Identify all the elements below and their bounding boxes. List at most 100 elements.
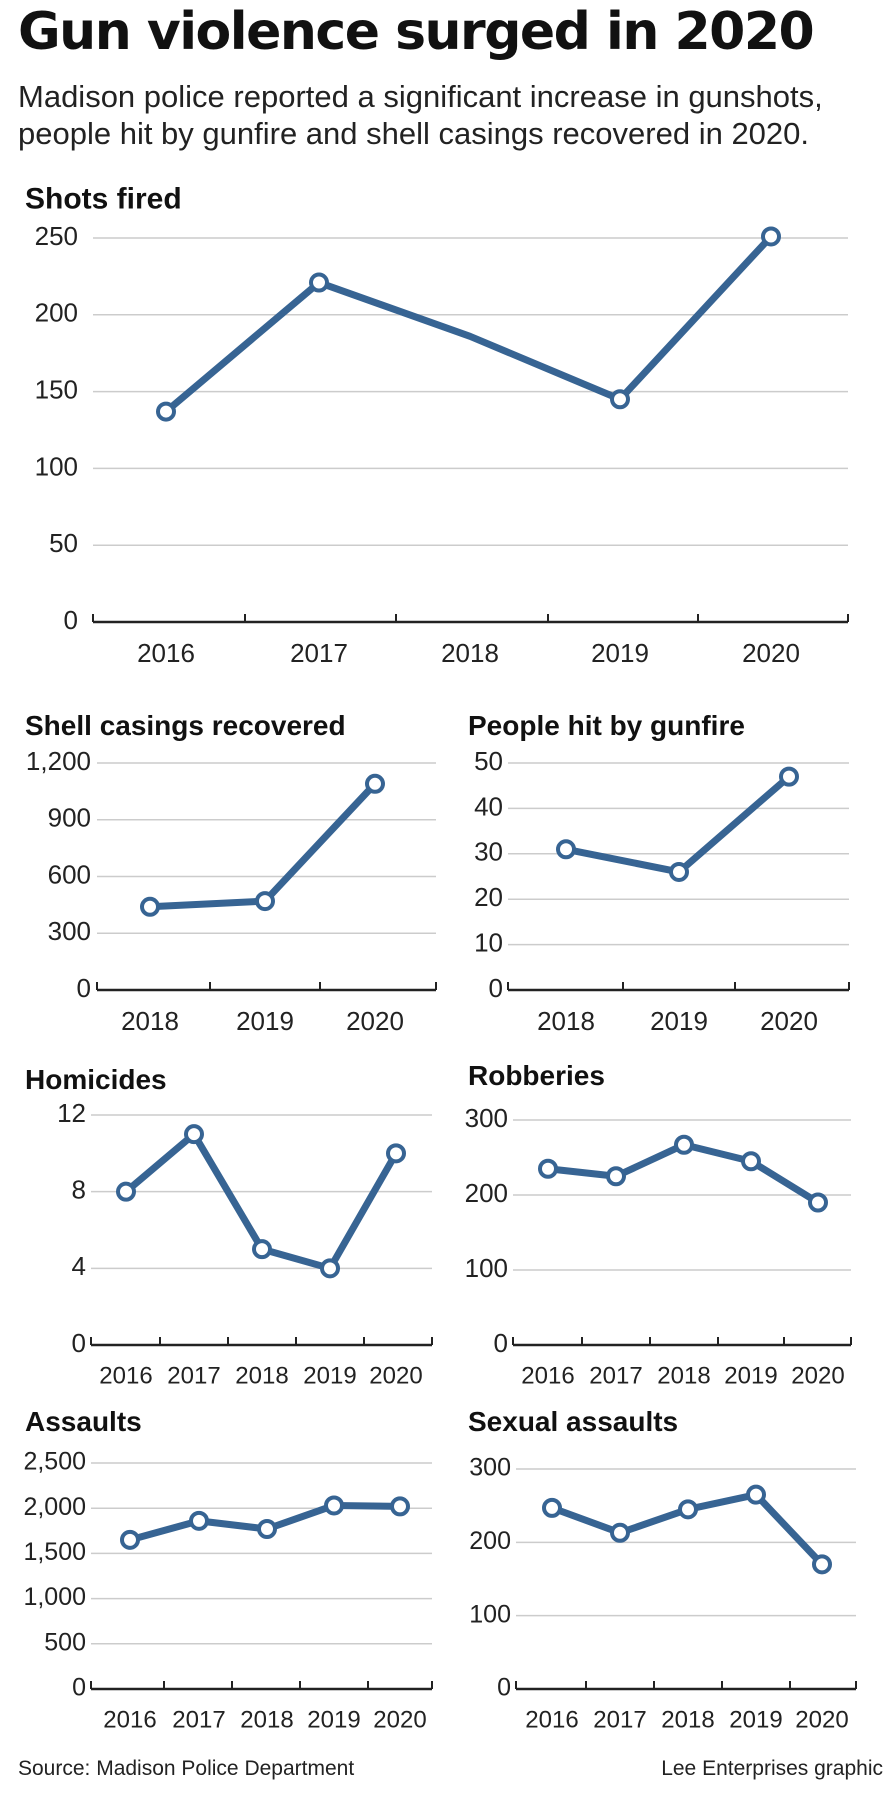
people-hit-point [779,766,799,787]
people-hit-ytick-label: 20 [474,882,503,912]
sexual-assaults-point [678,1499,698,1520]
sexual-assaults-category-label: 2020 [795,1706,848,1733]
credit-note: Lee Enterprises graphic [661,1757,883,1780]
people-hit-category-label: 2019 [650,1006,708,1036]
shell-casings-category-label: 2018 [121,1006,179,1036]
homicides-ytick-label: 12 [57,1098,86,1128]
sexual-assaults-point [812,1554,832,1575]
assaults-point [120,1529,140,1550]
shots-fired-ytick-label: 150 [35,374,78,404]
shots-fired-ytick-label: 200 [35,298,78,328]
homicides-category-label: 2018 [235,1362,288,1389]
assaults-ytick-label: 500 [44,1628,86,1656]
people-hit-ytick-label: 40 [474,791,503,821]
sexual-assaults-category-label: 2018 [661,1706,714,1733]
page-title: Gun violence surged in 2020 [18,2,815,62]
shell-casings-point [140,896,160,917]
people-hit-point [556,839,576,860]
homicides-ytick-label: 8 [72,1175,86,1205]
homicides-point [116,1181,136,1202]
sexual-assaults-ytick-label: 200 [469,1527,511,1555]
shots-fired-ytick-label: 100 [35,451,78,481]
homicides-category-label: 2020 [369,1362,422,1389]
shots-fired-point [610,389,630,410]
assaults-category-label: 2019 [307,1706,360,1733]
shots-fired-ytick-label: 50 [49,528,78,558]
assaults-category-label: 2018 [240,1706,293,1733]
shots-fired-category-label: 2019 [591,638,649,668]
assaults-category-label: 2017 [172,1706,225,1733]
people-hit-ytick-label: 10 [474,927,503,957]
homicides-point [386,1143,406,1164]
shots-fired-point [309,272,329,293]
robberies-category-label: 2019 [724,1362,777,1389]
assaults-ytick-label: 0 [72,1674,86,1702]
shots-fired-category-label: 2016 [137,638,195,668]
robberies-point [808,1192,828,1213]
sexual-assaults-point [542,1497,562,1518]
sexual-assaults-category-label: 2016 [525,1706,578,1733]
shell-casings-ytick-label: 0 [77,973,91,1003]
shots-fired-ytick-label: 0 [64,605,78,635]
robberies-ytick-label: 0 [494,1328,508,1358]
shell-casings-ytick-label: 1,200 [26,746,91,776]
sexual-assaults-ytick-label: 0 [497,1674,511,1702]
robberies-ytick-label: 200 [465,1178,508,1208]
shell-casings-ytick-label: 900 [48,803,91,833]
robberies-category-label: 2017 [589,1362,642,1389]
homicides-category-label: 2017 [167,1362,220,1389]
shell-casings-category-label: 2020 [346,1006,404,1036]
robberies-ytick-label: 300 [465,1103,508,1133]
homicides-ytick-label: 4 [72,1251,86,1281]
shots-fired-category-label: 2020 [742,638,800,668]
shell-casings-series-line [146,780,379,911]
people-hit-title: People hit by gunfire [468,710,745,741]
shots-fired-point [761,226,781,247]
assaults-ytick-label: 1,000 [23,1583,86,1611]
robberies-point [538,1158,558,1179]
homicides-title: Homicides [25,1064,167,1095]
assaults-ytick-label: 2,000 [23,1493,86,1521]
people-hit-ytick-label: 30 [474,837,503,867]
robberies-point [741,1151,761,1172]
source-note: Source: Madison Police Department [18,1757,355,1780]
homicides-category-label: 2016 [99,1362,152,1389]
robberies-category-label: 2016 [521,1362,574,1389]
page-subtitle: Madison police reported a significant in… [18,79,823,151]
people-hit-point [669,861,689,882]
robberies-ytick-label: 100 [465,1253,508,1283]
sexual-assaults-point [746,1484,766,1505]
homicides-point [252,1239,272,1260]
shots-fired-series-line [162,232,775,416]
people-hit-ytick-label: 50 [474,746,503,776]
homicides-point [184,1124,204,1145]
sexual-assaults-point [610,1522,630,1543]
shell-casings-point [365,773,385,794]
sexual-assaults-category-label: 2017 [593,1706,646,1733]
assaults-point [189,1510,209,1531]
robberies-category-label: 2020 [791,1362,844,1389]
shell-casings-ytick-label: 300 [48,916,91,946]
assaults-category-label: 2016 [103,1706,156,1733]
people-hit-ytick-label: 0 [489,973,503,1003]
assaults-category-label: 2020 [373,1706,426,1733]
sexual-assaults-ytick-label: 300 [469,1454,511,1482]
sexual-assaults-title: Sexual assaults [468,1406,678,1437]
assaults-title: Assaults [25,1406,142,1437]
assaults-ytick-label: 2,500 [23,1448,86,1476]
shell-casings-category-label: 2019 [236,1006,294,1036]
shell-casings-ytick-label: 600 [48,859,91,889]
shots-fired-category-label: 2018 [441,638,499,668]
people-hit-category-label: 2020 [760,1006,818,1036]
shell-casings-point [255,891,275,912]
robberies-category-label: 2018 [657,1362,710,1389]
shots-fired-category-label: 2017 [290,638,348,668]
homicides-ytick-label: 0 [72,1328,86,1358]
people-hit-series-line [562,773,793,876]
robberies-point [674,1134,694,1155]
sexual-assaults-category-label: 2019 [729,1706,782,1733]
shots-fired-point [156,401,176,422]
assaults-ytick-label: 1,500 [23,1538,86,1566]
people-hit-category-label: 2018 [537,1006,595,1036]
